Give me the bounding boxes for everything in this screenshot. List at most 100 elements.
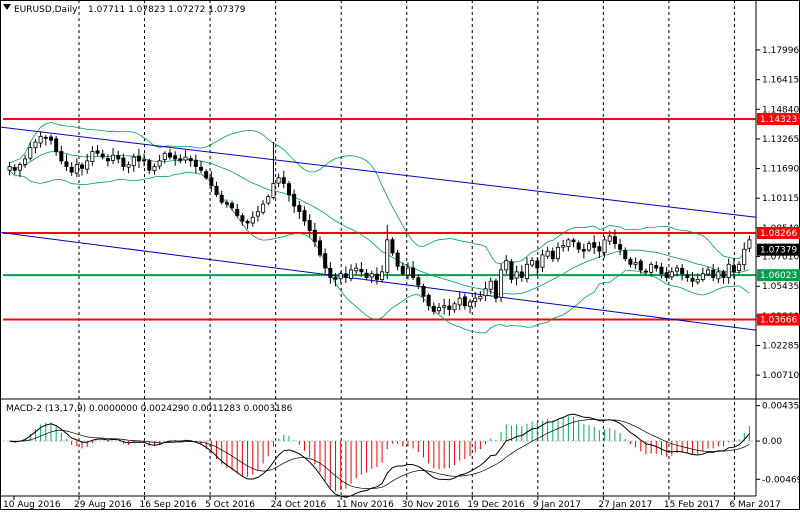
bollinger-middle (9, 151, 750, 295)
candle-body (416, 277, 421, 286)
candle-body (483, 288, 488, 297)
candle-body (612, 236, 617, 245)
candle-body (266, 196, 271, 204)
candle-body (649, 263, 654, 273)
candle-body (7, 166, 12, 171)
candle-body (183, 156, 188, 161)
candle-body (328, 267, 333, 278)
candle-body (374, 273, 379, 280)
candle-body (638, 260, 643, 271)
candle-body (126, 164, 131, 168)
candle-body (426, 294, 431, 307)
candle-body (214, 185, 219, 196)
chart-menu-arrow-icon[interactable] (3, 4, 11, 10)
candle-body (493, 280, 498, 299)
date-tick-label: 9 Jan 2017 (533, 500, 581, 510)
candle-body (721, 271, 726, 278)
candle-body (576, 242, 581, 250)
bollinger-bands (9, 122, 750, 334)
level-labels: 1.14323 1.08266 1.06023 1.03666 1.07379 (757, 113, 800, 326)
candle-body (742, 248, 747, 266)
candle-body (695, 278, 700, 283)
candle-body (17, 164, 22, 171)
macd-panel: 0.004355 0.00 -0.004696 (3, 402, 800, 498)
candle-body (592, 242, 597, 248)
candle-body (318, 240, 323, 256)
candle-body (100, 153, 105, 158)
candle-body (219, 194, 224, 203)
candle-body (64, 161, 69, 167)
candle-body (431, 305, 436, 312)
candle-body (436, 307, 441, 312)
macd-tick-label: 0.004355 (762, 402, 800, 412)
candle-body (747, 239, 752, 249)
candle-body (230, 202, 235, 209)
candle-body (597, 246, 602, 252)
channel-line (0, 126, 757, 218)
date-tick-label: 27 Jan 2017 (598, 500, 652, 510)
candle-body (473, 297, 478, 303)
candle-body (204, 171, 209, 179)
candle-body (261, 203, 266, 213)
macd-tick-label: 0.00 (762, 437, 782, 447)
macd-tick-label: -0.004696 (762, 475, 800, 485)
candle-body (380, 271, 385, 281)
price-tick-label: 1.10115 (762, 194, 799, 204)
level-label: 1.03666 (760, 316, 797, 326)
level-label-box (757, 269, 800, 282)
candle-body (514, 271, 519, 279)
candle-body (561, 245, 566, 248)
candle-body (550, 250, 555, 260)
candle-body (571, 239, 576, 243)
candle-body (105, 157, 110, 162)
macd-signal-line (9, 419, 750, 489)
candle-body (685, 274, 690, 278)
candle-body (276, 177, 281, 184)
candle-body (167, 152, 172, 158)
date-tick-label: 11 Nov 2016 (336, 500, 394, 510)
candle-body (488, 280, 493, 290)
candle-body (43, 136, 48, 139)
candle-body (442, 305, 447, 308)
price-tick-label: 1.16415 (762, 76, 799, 86)
candle-body (700, 273, 705, 280)
candle-body (178, 158, 183, 162)
candle-body (478, 295, 483, 300)
macd-indicator-title: MACD-2 (13,17,9) 0.0000000 0.0024290 0.0… (6, 404, 293, 414)
bollinger-upper (9, 122, 750, 265)
candle-body (524, 263, 529, 280)
candle-body (173, 155, 178, 160)
date-tick-label: 29 Aug 2016 (74, 500, 132, 510)
candle-body (602, 239, 607, 253)
candle-body (271, 183, 276, 198)
candle-body (633, 262, 638, 265)
candle-body (69, 166, 74, 173)
candle-body (250, 216, 255, 224)
macd-line (9, 413, 750, 498)
candle-body (131, 156, 136, 167)
candle-body (359, 269, 364, 273)
candle-body (85, 160, 90, 170)
price-tick-label: 1.07010 (762, 253, 799, 263)
candle-body (659, 266, 664, 275)
date-tick-label: 30 Nov 2016 (402, 500, 460, 510)
date-tick-label: 24 Oct 2016 (271, 500, 327, 510)
price-tick-label: 1.14840 (762, 105, 799, 115)
candle-body (545, 250, 550, 257)
candle-body (297, 205, 302, 213)
candle-body (566, 239, 571, 248)
candle-body (519, 271, 524, 278)
price-tick-label: 1.11690 (762, 165, 799, 175)
candle-body (95, 150, 100, 154)
candle-body (462, 296, 467, 307)
level-label-box (757, 113, 800, 126)
candle-body (312, 229, 317, 243)
level-label: 1.06023 (760, 271, 797, 281)
candle-body (38, 135, 43, 144)
candle-body (457, 297, 462, 306)
candle-body (33, 141, 38, 149)
candle-body (452, 303, 457, 311)
candle-body (509, 261, 514, 280)
